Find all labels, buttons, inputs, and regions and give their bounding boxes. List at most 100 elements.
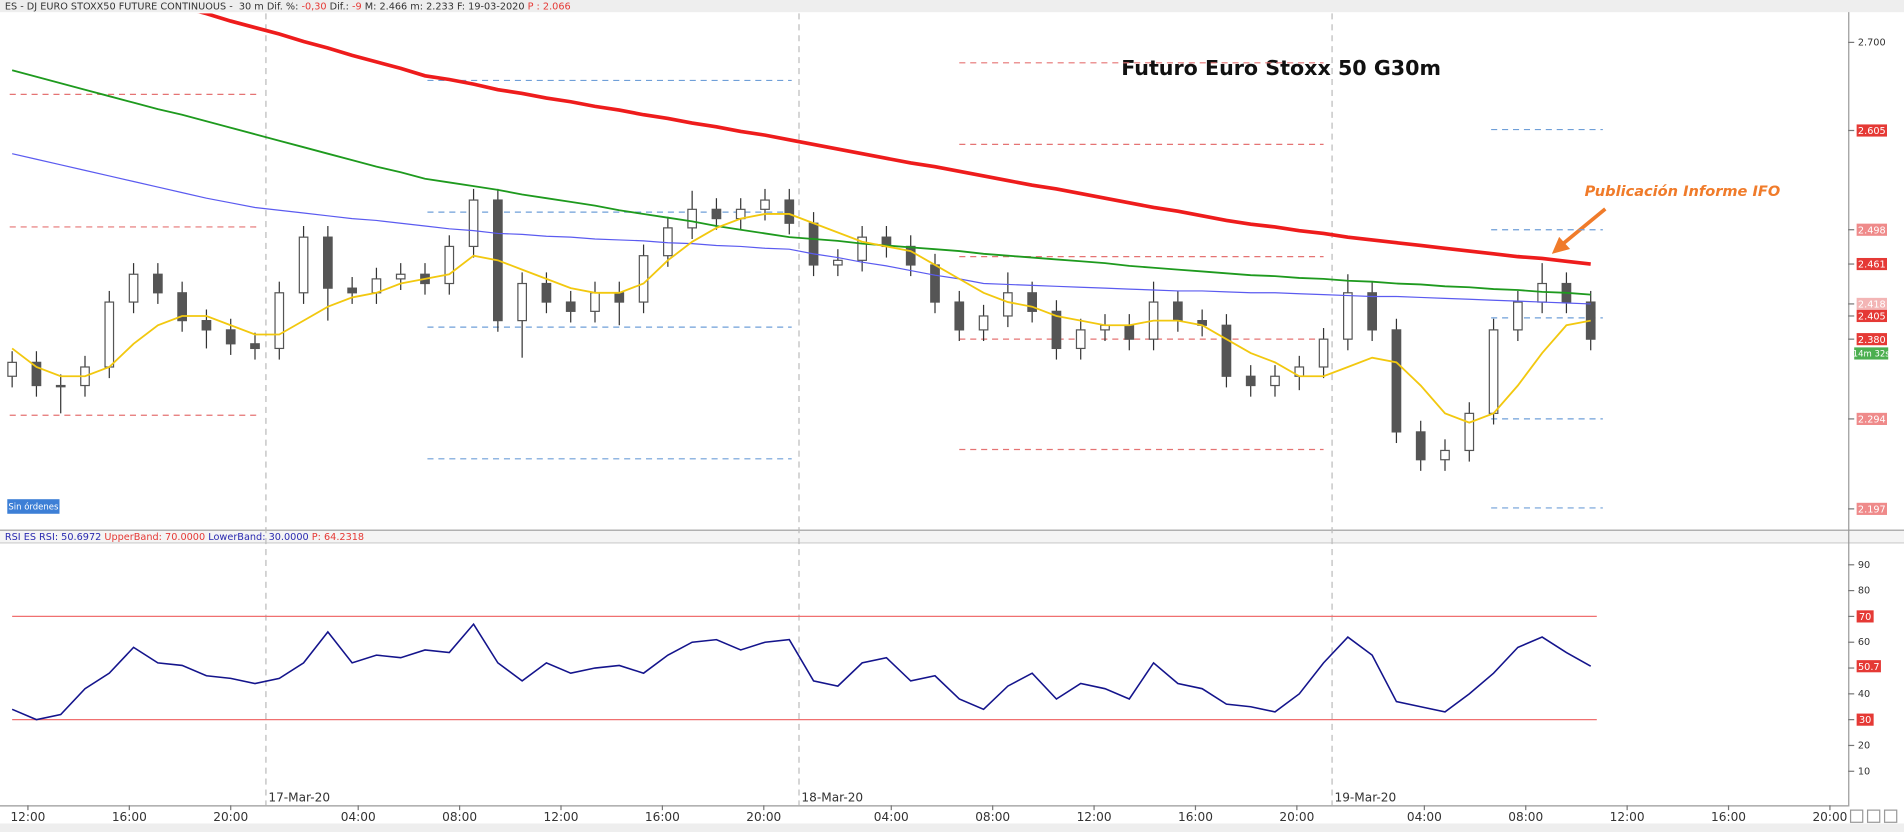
chart-title: Futuro Euro Stoxx 50 G30m [1121, 56, 1441, 80]
price-mark-box [1856, 223, 1887, 236]
band-box [1856, 610, 1874, 623]
moving-average [11, 213, 1591, 424]
candle-body [347, 287, 357, 294]
zoom-button[interactable] [1849, 809, 1864, 823]
price-mark-label: 2.418 [1858, 300, 1886, 311]
x-tick-label: 04:00 [874, 810, 909, 824]
panel-divider [0, 529, 1904, 543]
price-mark-box [1856, 502, 1887, 515]
candle-body [1221, 324, 1232, 377]
x-tick-label: 12:00 [1077, 810, 1112, 824]
candle-body [1367, 292, 1377, 331]
candle-body [250, 343, 260, 350]
candle-body [1027, 292, 1037, 312]
x-tick-label: 16:00 [1711, 810, 1746, 824]
candle-body [1002, 292, 1013, 317]
candle-body [760, 199, 770, 210]
price-mark-box [1856, 333, 1887, 346]
price-mark-box [1856, 297, 1887, 310]
header-part: RSI ES RSI: 50.6972 [5, 532, 105, 543]
rsi-line [11, 622, 1592, 721]
candle-body [590, 292, 600, 312]
candle-body [201, 320, 212, 331]
header-part: M: 2.466 m: 2.233 F: 19-03-2020 [362, 2, 528, 13]
candle-body [128, 273, 139, 303]
moving-average [11, 69, 1591, 296]
candle-body [1318, 338, 1329, 368]
price-mark-box [1856, 412, 1887, 425]
band-label: 30 [1859, 715, 1871, 726]
scrollbar[interactable] [0, 823, 1904, 832]
candle-body [711, 208, 722, 220]
x-tick-label: 08:00 [442, 810, 477, 824]
header-part: -9 [352, 2, 362, 13]
x-tick-label: 16:00 [1178, 810, 1213, 824]
orders-button[interactable] [7, 499, 60, 514]
candle-body [274, 292, 285, 350]
annotation-arrowhead [1551, 236, 1571, 254]
price-mark-label: 2.380 [1858, 335, 1886, 346]
candle-body [1124, 324, 1135, 340]
plot-group: 12:00 16:00 20:00 17-Mar-20 04:00 08:00 12:00 1… [7, 13, 1887, 824]
band-label: 70 [1859, 612, 1871, 623]
header-bar [0, 0, 1904, 13]
x-tick-label: 12:00 [544, 810, 579, 824]
candle-body [7, 361, 17, 377]
candle-body [954, 301, 965, 331]
candle-body [541, 282, 552, 303]
x-tick-label: 20:00 [213, 810, 248, 824]
timer-box [1854, 347, 1889, 360]
orders-button-label[interactable]: Sin órdenes [8, 502, 59, 513]
price-mark-label: 2.461 [1858, 260, 1886, 271]
price-mark-label: 2.498 [1858, 225, 1886, 236]
x-tick-label: 20:00 [746, 810, 781, 824]
candle-body [1391, 329, 1402, 433]
candle-body [517, 282, 527, 322]
candle-body [784, 199, 795, 224]
annotation-arrow [1562, 207, 1607, 245]
candle-body [1440, 449, 1450, 461]
header-part: -0,30 [301, 2, 326, 13]
candle-body [468, 199, 479, 248]
y-tick-label: 90 [1858, 560, 1870, 571]
candle-body [31, 361, 42, 387]
panel-header: ES - DJ EURO STOXX50 FUTURE CONTINUOUS -… [5, 2, 571, 13]
header-part: P : 2.066 [528, 2, 571, 13]
candle-body [152, 273, 163, 294]
x-date-label: 18-Mar-20 [801, 790, 863, 804]
candle-body [808, 222, 819, 266]
candle-body [177, 292, 187, 322]
moving-average [12, 153, 1591, 305]
candle-body [930, 264, 940, 303]
zoom-button[interactable] [1883, 809, 1898, 823]
moving-average [198, 13, 1591, 266]
x-tick-label: 16:00 [645, 810, 680, 824]
y-tick-label: 40 [1858, 689, 1870, 700]
header-part: LowerBand: 30.0000 [208, 532, 312, 543]
y-tick-label: 20 [1858, 740, 1870, 751]
rsi-value-box [1856, 660, 1881, 673]
candle-body [905, 245, 916, 266]
candle-body [104, 301, 115, 368]
header-part: ES - DJ EURO STOXX50 FUTURE CONTINUOUS -… [5, 2, 302, 13]
candle-body [662, 227, 673, 257]
zoom-button[interactable] [1866, 809, 1881, 823]
candle-body [1172, 301, 1183, 322]
candle-body [1245, 375, 1256, 387]
x-tick-label: 16:00 [112, 810, 147, 824]
candle-body [1464, 412, 1475, 452]
candle-body [1415, 431, 1426, 461]
price-mark-label: 2.197 [1858, 504, 1886, 515]
timer: 14m 32s [1853, 350, 1891, 360]
x-date-label: 19-Mar-20 [1335, 790, 1397, 804]
price-mark-label: 2.294 [1858, 415, 1886, 426]
candle-body [857, 236, 867, 261]
header-part: Dif.: [327, 2, 352, 13]
price-plot [7, 13, 1603, 509]
candle-body [298, 236, 309, 294]
candle-body [323, 236, 333, 289]
candle-body [614, 292, 625, 303]
y-tick-label: 60 [1858, 637, 1870, 648]
